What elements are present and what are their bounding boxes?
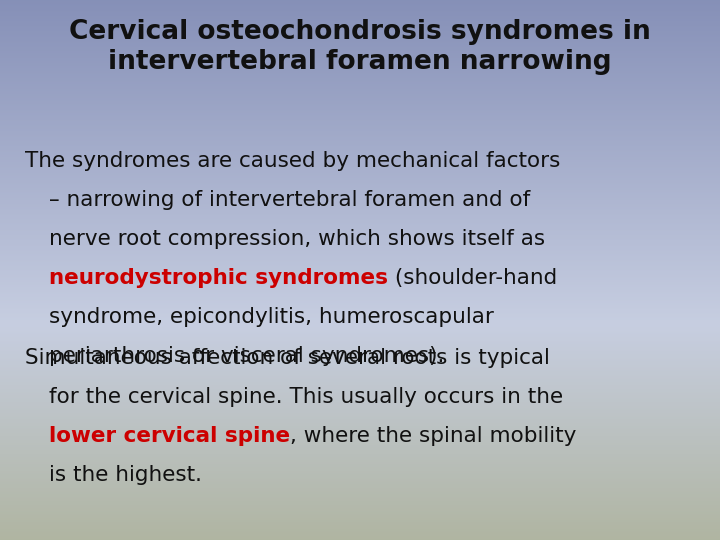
Text: Simultaneous affection of several roots is typical: Simultaneous affection of several roots … [25,348,550,368]
Text: lower cervical spine: lower cervical spine [49,426,290,446]
Text: nerve root compression, which shows itself as: nerve root compression, which shows itse… [49,229,545,249]
Text: syndrome, epicondylitis, humeroscapular: syndrome, epicondylitis, humeroscapular [49,307,494,327]
Text: periarthrosis or visceral syndromes).: periarthrosis or visceral syndromes). [49,346,444,366]
Text: neurodystrophic syndromes: neurodystrophic syndromes [49,268,388,288]
Text: is the highest.: is the highest. [49,465,202,485]
Text: , where the spinal mobility: , where the spinal mobility [290,426,577,446]
Text: Cervical osteochondrosis syndromes in
intervertebral foramen narrowing: Cervical osteochondrosis syndromes in in… [69,19,651,75]
Text: The syndromes are caused by mechanical factors: The syndromes are caused by mechanical f… [25,151,561,171]
Text: – narrowing of intervertebral foramen and of: – narrowing of intervertebral foramen an… [49,190,530,210]
Text: (shoulder-hand: (shoulder-hand [388,268,557,288]
Text: for the cervical spine. This usually occurs in the: for the cervical spine. This usually occ… [49,387,563,407]
